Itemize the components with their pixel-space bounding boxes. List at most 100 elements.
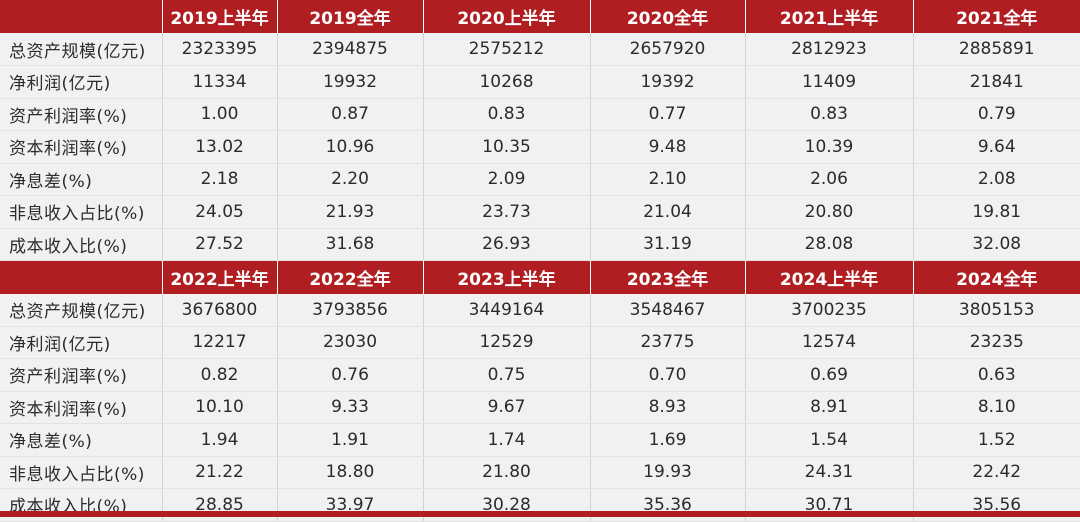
value-cell: 9.64 (913, 130, 1080, 164)
period-header: 2020上半年 (423, 0, 591, 33)
table-row: 非息收入占比(%) 21.22 18.80 21.80 19.93 24.31 22.42 (0, 456, 1080, 489)
value-cell: 0.79 (913, 98, 1080, 131)
table-row: 资本利润率(%) 10.10 9.33 9.67 8.93 8.91 8.10 (0, 391, 1080, 424)
value-cell: 0.83 (745, 98, 914, 131)
value-cell: 21.80 (423, 456, 591, 489)
period-header: 2023全年 (590, 260, 746, 294)
value-cell: 31.19 (590, 228, 746, 261)
value-cell: 24.31 (745, 456, 914, 489)
period-header: 2023上半年 (423, 260, 591, 294)
period-header: 2024上半年 (745, 260, 914, 294)
period-header: 2022全年 (277, 260, 424, 294)
value-cell: 21.04 (590, 195, 746, 229)
value-cell: 2.09 (423, 163, 591, 196)
table-row: 净息差(%) 2.18 2.20 2.09 2.10 2.06 2.08 (0, 163, 1080, 196)
row-label: 资产利润率(%) (0, 358, 163, 392)
value-cell: 1.91 (277, 423, 424, 457)
value-cell: 2575212 (423, 33, 591, 66)
value-cell: 9.48 (590, 130, 746, 164)
value-cell: 19392 (590, 65, 746, 99)
value-cell: 8.10 (913, 391, 1080, 424)
value-cell: 23775 (590, 326, 746, 359)
header-row: 2019上半年 2019全年 2020上半年 2020全年 2021上半年 2021全年 (0, 0, 1080, 33)
value-cell: 18.80 (277, 456, 424, 489)
period-header: 2019上半年 (162, 0, 278, 33)
row-label: 非息收入占比(%) (0, 195, 163, 229)
row-label: 净息差(%) (0, 423, 163, 457)
value-cell: 22.42 (913, 456, 1080, 489)
value-cell: 28.08 (745, 228, 914, 261)
header-row: 2022上半年 2022全年 2023上半年 2023全年 2024上半年 2024全年 (0, 260, 1080, 294)
value-cell: 1.54 (745, 423, 914, 457)
period-header: 2022上半年 (162, 260, 278, 294)
table-row: 资产利润率(%) 1.00 0.87 0.83 0.77 0.83 0.79 (0, 98, 1080, 131)
value-cell: 0.82 (162, 358, 278, 392)
row-label: 资产利润率(%) (0, 98, 163, 131)
value-cell: 20.80 (745, 195, 914, 229)
table-row: 净利润(亿元) 12217 23030 12529 23775 12574 23235 (0, 326, 1080, 359)
row-label: 总资产规模(亿元) (0, 33, 163, 66)
value-cell: 0.77 (590, 98, 746, 131)
value-cell: 2.10 (590, 163, 746, 196)
value-cell: 27.52 (162, 228, 278, 261)
value-cell: 2323395 (162, 33, 278, 66)
value-cell: 0.83 (423, 98, 591, 131)
value-cell: 10.96 (277, 130, 424, 164)
header-corner-cell (0, 0, 163, 33)
value-cell: 1.00 (162, 98, 278, 131)
value-cell: 31.68 (277, 228, 424, 261)
value-cell: 2885891 (913, 33, 1080, 66)
period-header: 2019全年 (277, 0, 424, 33)
value-cell: 1.94 (162, 423, 278, 457)
row-label: 资本利润率(%) (0, 130, 163, 164)
value-cell: 3700235 (745, 293, 914, 327)
row-label: 净息差(%) (0, 163, 163, 196)
value-cell: 23235 (913, 326, 1080, 359)
value-cell: 19.81 (913, 195, 1080, 229)
value-cell: 2812923 (745, 33, 914, 66)
bottom-accent-bar (0, 511, 1080, 517)
value-cell: 3676800 (162, 293, 278, 327)
value-cell: 3548467 (590, 293, 746, 327)
row-label: 净利润(亿元) (0, 65, 163, 99)
value-cell: 3793856 (277, 293, 424, 327)
value-cell: 21.22 (162, 456, 278, 489)
value-cell: 0.69 (745, 358, 914, 392)
header-corner-cell (0, 260, 163, 294)
period-header: 2021上半年 (745, 0, 914, 33)
value-cell: 2657920 (590, 33, 746, 66)
value-cell: 21841 (913, 65, 1080, 99)
value-cell: 32.08 (913, 228, 1080, 261)
value-cell: 10268 (423, 65, 591, 99)
table-row: 非息收入占比(%) 24.05 21.93 23.73 21.04 20.80 19.81 (0, 195, 1080, 229)
value-cell: 0.87 (277, 98, 424, 131)
value-cell: 8.93 (590, 391, 746, 424)
value-cell: 3805153 (913, 293, 1080, 327)
value-cell: 19932 (277, 65, 424, 99)
value-cell: 12529 (423, 326, 591, 359)
table-row: 资本利润率(%) 13.02 10.96 10.35 9.48 10.39 9.64 (0, 130, 1080, 164)
row-label: 总资产规模(亿元) (0, 293, 163, 327)
value-cell: 19.93 (590, 456, 746, 489)
value-cell: 1.74 (423, 423, 591, 457)
value-cell: 9.33 (277, 391, 424, 424)
value-cell: 2.06 (745, 163, 914, 196)
value-cell: 24.05 (162, 195, 278, 229)
row-label: 成本收入比(%) (0, 228, 163, 261)
value-cell: 0.63 (913, 358, 1080, 392)
value-cell: 2394875 (277, 33, 424, 66)
value-cell: 13.02 (162, 130, 278, 164)
value-cell: 10.39 (745, 130, 914, 164)
value-cell: 0.75 (423, 358, 591, 392)
table-row: 成本收入比(%) 27.52 31.68 26.93 31.19 28.08 32.08 (0, 228, 1080, 261)
table-row: 总资产规模(亿元) 3676800 3793856 3449164 3548467 370… (0, 293, 1080, 327)
value-cell: 0.70 (590, 358, 746, 392)
table-row: 净息差(%) 1.94 1.91 1.74 1.69 1.54 1.52 (0, 423, 1080, 457)
value-cell: 10.35 (423, 130, 591, 164)
value-cell: 21.93 (277, 195, 424, 229)
period-header: 2024全年 (913, 260, 1080, 294)
value-cell: 9.67 (423, 391, 591, 424)
value-cell: 23.73 (423, 195, 591, 229)
